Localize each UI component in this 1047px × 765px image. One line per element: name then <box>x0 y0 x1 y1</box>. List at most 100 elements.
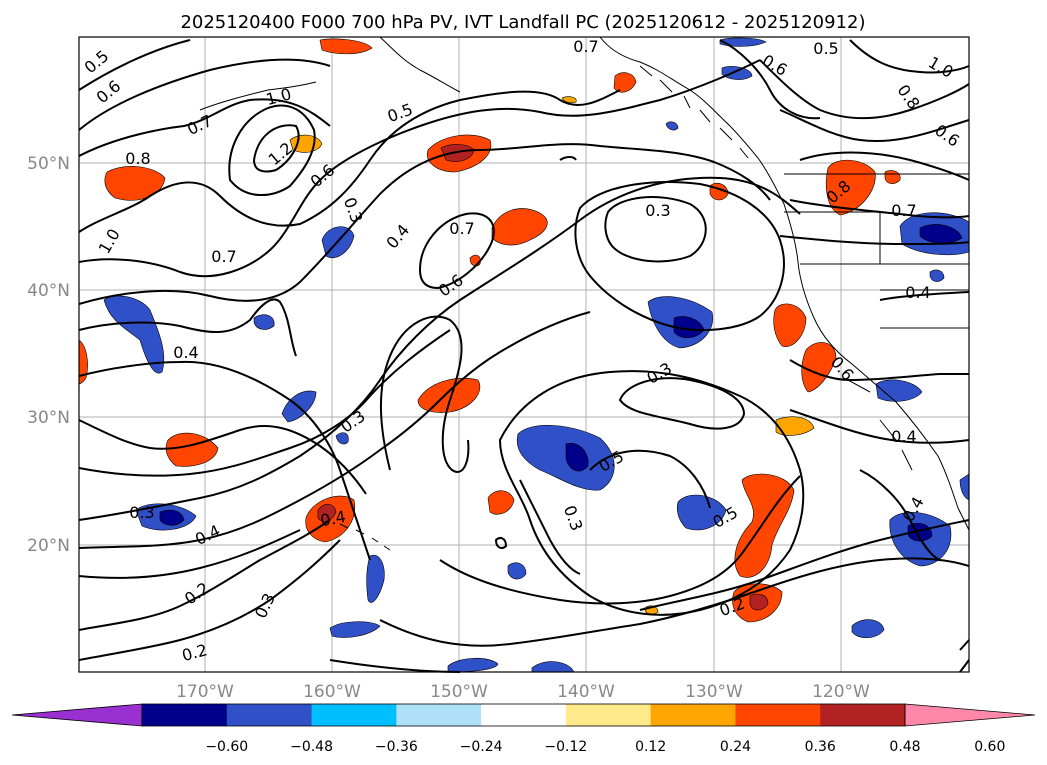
contour-label: 0.5 <box>813 39 838 58</box>
pos-patch <box>775 416 815 436</box>
coastlines <box>199 36 970 531</box>
contour-line <box>498 370 805 616</box>
colorbar-tick-label: 0.12 <box>635 739 666 755</box>
colorbar-segment <box>481 704 567 726</box>
colorbar-tick-label: 0.24 <box>720 739 751 755</box>
map-frame <box>78 36 970 673</box>
pos-patch <box>773 303 807 347</box>
contour-line <box>78 539 341 661</box>
colorbar-segment <box>311 704 397 726</box>
contour-line <box>604 196 707 263</box>
neg-patch <box>719 37 767 47</box>
contour-line <box>519 479 581 575</box>
longitude-labels: 170°W 160°W 150°W 140°W 130°W 120°W <box>176 682 870 702</box>
colorbar: −0.60 −0.48 −0.36 −0.24 −0.12 0.12 0.24 … <box>11 703 1036 755</box>
contour-line <box>418 212 495 290</box>
contour-line <box>252 124 300 173</box>
contour-line <box>78 419 367 495</box>
pos-patch <box>801 342 837 393</box>
lon-label: 170°W <box>176 682 234 702</box>
colorbar-segment <box>396 704 482 726</box>
contour-line <box>78 329 451 477</box>
contour-line <box>759 59 970 120</box>
contour-label: 0.4 <box>173 343 198 362</box>
contour-line <box>799 151 970 181</box>
colorbar-tick-label: 0.60 <box>974 739 1005 755</box>
contour-label: 0.8 <box>125 149 150 168</box>
neg-patch <box>851 619 885 639</box>
lat-label: 20°N <box>27 536 70 556</box>
contour-line <box>439 475 801 605</box>
contour-line <box>859 469 941 561</box>
contour-line <box>228 104 316 197</box>
colorbar-segment <box>565 704 652 726</box>
lon-label: 120°W <box>812 682 870 702</box>
neg-patch <box>676 494 727 531</box>
contour-line <box>78 143 771 305</box>
contour-label: 0.3 <box>129 503 154 522</box>
contour-line <box>78 360 371 561</box>
neg-patch <box>103 295 165 374</box>
neg-patch <box>665 121 679 131</box>
contour-line <box>78 311 591 549</box>
contour-label: 0.7 <box>573 37 598 56</box>
contour-line <box>379 315 470 473</box>
contour-line <box>959 639 970 673</box>
lon-label: 150°W <box>430 682 488 702</box>
pos-patch <box>469 254 481 267</box>
lon-label: 130°W <box>685 682 743 702</box>
colorbar-tick-label: −0.24 <box>460 739 503 755</box>
contour-label: 0.3 <box>645 201 670 220</box>
contour-line <box>618 377 746 430</box>
contour-label: 0.4 <box>891 427 916 446</box>
pos-patch-core <box>317 503 337 522</box>
neg-patch <box>366 554 385 603</box>
contour-line <box>78 58 331 131</box>
map-panel: 0.5 0.6 0.7 0.6 0.5 1.0 0.8 0.6 0.7 1.0 … <box>78 36 970 673</box>
contour-line <box>849 39 970 74</box>
contour-line <box>78 59 761 278</box>
lat-label: 50°N <box>27 154 70 174</box>
pos-patch <box>491 208 548 246</box>
neg-patch <box>929 269 945 282</box>
latitude-labels: 50°N 40°N 30°N 20°N <box>27 154 70 556</box>
neg-patch <box>335 432 349 445</box>
neg-patch <box>507 562 527 580</box>
coastline-baja <box>847 379 913 471</box>
contour-label: 0.7 <box>891 201 916 220</box>
coastline-mainland <box>599 36 970 531</box>
colorbar-segment <box>226 704 313 726</box>
colorbar-tick-label: −0.60 <box>205 739 248 755</box>
contour-label: 0.7 <box>211 247 236 266</box>
coastline-aleutians <box>199 81 317 111</box>
pos-patch-core <box>749 593 769 611</box>
colorbar-segments <box>11 703 1036 727</box>
contour-line <box>879 291 970 301</box>
neg-patch-core <box>565 442 589 472</box>
colorbar-segment <box>142 704 228 726</box>
positive-pc-patches <box>78 38 901 623</box>
contour-line <box>639 519 970 611</box>
contour-label: 0.4 <box>905 283 930 302</box>
colorbar-tick-label: −0.12 <box>544 739 587 755</box>
lon-label: 140°W <box>557 682 615 702</box>
contour-line <box>78 529 301 579</box>
colorbar-extend-high <box>904 703 1036 727</box>
colorbar-tick-label: 0.36 <box>805 739 836 755</box>
colorbar-ticks: −0.60 −0.48 −0.36 −0.24 −0.12 0.12 0.24 … <box>205 739 1005 755</box>
contour-line <box>789 409 970 444</box>
contour-line <box>559 156 577 161</box>
contour-line <box>589 449 711 509</box>
contour-line <box>78 176 801 521</box>
coastline-fjords <box>639 65 749 159</box>
map-title: 2025120400 F000 700 hPa PV, IVT Landfall… <box>180 12 865 33</box>
colorbar-segment <box>650 704 736 726</box>
contour-line <box>78 519 331 631</box>
contour-line <box>78 39 191 91</box>
pos-patch <box>319 38 373 55</box>
pos-patch <box>561 96 577 104</box>
contour-line <box>78 89 621 233</box>
lon-label: 160°W <box>303 682 361 702</box>
colorbar-tick-label: −0.36 <box>375 739 418 755</box>
